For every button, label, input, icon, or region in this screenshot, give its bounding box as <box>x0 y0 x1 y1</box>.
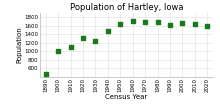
Point <box>57 50 60 52</box>
Point <box>106 30 110 32</box>
Point <box>94 40 97 42</box>
X-axis label: Census Year: Census Year <box>105 94 148 100</box>
Point <box>193 23 196 25</box>
Point <box>131 20 134 21</box>
Point <box>156 21 159 23</box>
Y-axis label: Population: Population <box>17 27 23 63</box>
Point <box>69 46 72 48</box>
Point <box>205 25 209 27</box>
Title: Population of Hartley, Iowa: Population of Hartley, Iowa <box>70 3 183 12</box>
Point <box>44 73 48 74</box>
Point <box>168 24 172 26</box>
Point <box>143 21 147 23</box>
Point <box>81 37 85 38</box>
Point <box>181 22 184 24</box>
Point <box>119 24 122 25</box>
